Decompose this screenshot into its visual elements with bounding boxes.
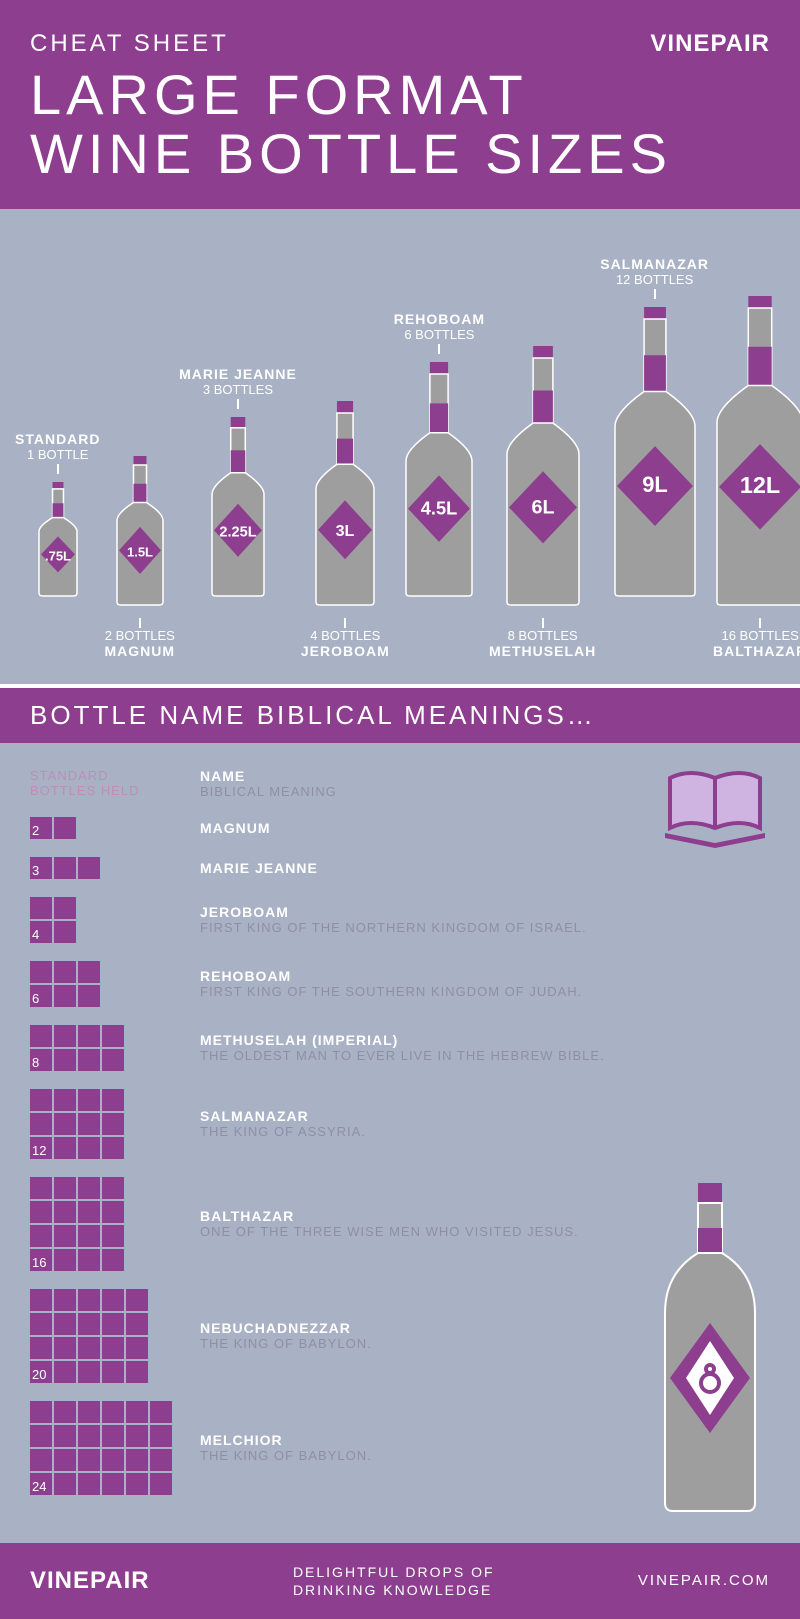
- bottle-methuselah: 6L 8 BOTTLESMETHUSELAH: [489, 346, 596, 659]
- bottle-icon: 9L: [613, 307, 697, 597]
- bottle-marie-jeanne: MARIE JEANNE3 BOTTLES 2.25L: [179, 366, 297, 659]
- meaning-text: REHOBOAM FIRST KING OF THE SOUTHERN KING…: [200, 968, 582, 999]
- header: CHEAT SHEET VINEPAIR LARGE FORMAT WINE B…: [0, 0, 800, 209]
- svg-text:6L: 6L: [531, 496, 554, 518]
- meaning-text: MARIE JEANNE: [200, 860, 318, 876]
- bottle-icon: 4.5L: [404, 362, 474, 597]
- bottle-count-grid: 24: [30, 1401, 160, 1495]
- meaning-row-rehoboam: 6 REHOBOAM FIRST KING OF THE SOUTHERN KI…: [30, 961, 770, 1007]
- svg-text:.75L: .75L: [45, 548, 71, 563]
- svg-text:1.5L: 1.5L: [127, 544, 153, 559]
- svg-text:9L: 9L: [642, 472, 667, 497]
- meaning-text: MELCHIOR THE KING OF BABYLON.: [200, 1432, 372, 1463]
- grid-number: 8: [32, 1055, 39, 1070]
- grid-number: 24: [32, 1479, 46, 1494]
- bottle-count-grid: 20: [30, 1289, 160, 1383]
- meaning-row-magnum: 2 MAGNUM: [30, 817, 770, 839]
- bottle-label-top: REHOBOAM6 BOTTLES: [394, 311, 485, 354]
- bottle-count-grid: 2: [30, 817, 160, 839]
- bottle-icon: .75L: [37, 482, 79, 597]
- bottles-chart: STANDARD1 BOTTLE .75L 1.5L 2 BOTTLESMAGN…: [0, 209, 800, 688]
- svg-text:4.5L: 4.5L: [421, 498, 457, 518]
- grid-number: 3: [32, 863, 39, 878]
- bottle-count-grid: 8: [30, 1025, 160, 1071]
- bottle-label-top: MARIE JEANNE3 BOTTLES: [179, 366, 297, 409]
- decorative-bottle-icon: [650, 1183, 770, 1513]
- meaning-text: JEROBOAM FIRST KING OF THE NORTHERN KING…: [200, 904, 587, 935]
- grid-number: 2: [32, 823, 39, 838]
- meaning-text: SALMANAZAR THE KING OF ASSYRIA.: [200, 1108, 366, 1139]
- grid-number: 4: [32, 927, 39, 942]
- meaning-row-salmanazar: 12 SALMANAZAR THE KING OF ASSYRIA.: [30, 1089, 770, 1159]
- bottle-jeroboam: 3L 4 BOTTLESJEROBOAM: [301, 401, 390, 659]
- bottle-icon: 12L: [715, 296, 800, 606]
- meanings-section: STANDARD BOTTLES HELD NAME BIBLICAL MEAN…: [0, 743, 800, 1543]
- footer-url: VINEPAIR.COM: [638, 1572, 770, 1589]
- meanings-header: STANDARD BOTTLES HELD NAME BIBLICAL MEAN…: [30, 768, 770, 799]
- book-icon: [660, 763, 770, 853]
- cheat-label: CHEAT SHEET: [30, 30, 229, 58]
- svg-text:3L: 3L: [336, 521, 355, 539]
- meaning-row-marie: 3 MARIE JEANNE: [30, 857, 770, 879]
- grid-number: 16: [32, 1255, 46, 1270]
- bottle-count-grid: 3: [30, 857, 160, 879]
- bottle-label-bottom: 8 BOTTLESMETHUSELAH: [489, 616, 596, 659]
- meaning-row-methuselah: 8 METHUSELAH (IMPERIAL) THE OLDEST MAN T…: [30, 1025, 770, 1071]
- bottle-count-grid: 12: [30, 1089, 160, 1159]
- bottle-rehoboam: REHOBOAM6 BOTTLES 4.5L: [394, 311, 485, 659]
- page-title: LARGE FORMAT WINE BOTTLE SIZES: [30, 66, 770, 184]
- meaning-text: MAGNUM: [200, 820, 271, 836]
- grid-number: 12: [32, 1143, 46, 1158]
- bottle-icon: 6L: [505, 346, 581, 606]
- grid-number: 6: [32, 991, 39, 1006]
- bottle-magnum: 1.5L 2 BOTTLESMAGNUM: [105, 456, 176, 659]
- bottle-icon: 1.5L: [115, 456, 165, 606]
- bottle-icon: 3L: [314, 401, 376, 606]
- meaning-text: BALTHAZAR ONE OF THE THREE WISE MEN WHO …: [200, 1208, 579, 1239]
- grid-number: 20: [32, 1367, 46, 1382]
- svg-text:12L: 12L: [740, 471, 780, 497]
- brand-logo: VINEPAIR: [650, 30, 770, 58]
- bottle-label-top: STANDARD1 BOTTLE: [15, 431, 101, 474]
- bottle-icon: 2.25L: [210, 417, 266, 597]
- bottle-label-top: SALMANAZAR12 BOTTLES: [600, 256, 709, 299]
- bottle-count-grid: 6: [30, 961, 160, 1007]
- footer-tagline: DELIGHTFUL DROPS OF DRINKING KNOWLEDGE: [293, 1563, 495, 1599]
- footer-brand: VINEPAIR: [30, 1567, 150, 1595]
- footer: VINEPAIR DELIGHTFUL DROPS OF DRINKING KN…: [0, 1543, 800, 1619]
- bottle-label-bottom: 4 BOTTLESJEROBOAM: [301, 616, 390, 659]
- bottle-standard: STANDARD1 BOTTLE .75L: [15, 431, 101, 659]
- bottle-label-bottom: 16 BOTTLESBALTHAZAR: [713, 616, 800, 659]
- bottle-count-grid: 16: [30, 1177, 160, 1271]
- bottle-count-grid: 4: [30, 897, 160, 943]
- svg-text:2.25L: 2.25L: [219, 524, 256, 540]
- bottle-balthazar: 12L 16 BOTTLESBALTHAZAR: [713, 296, 800, 659]
- meaning-row-jeroboam: 4 JEROBOAM FIRST KING OF THE NORTHERN KI…: [30, 897, 770, 943]
- bottle-salmanazar: SALMANAZAR12 BOTTLES 9L: [600, 256, 709, 659]
- section-title: BOTTLE NAME BIBLICAL MEANINGS…: [0, 688, 800, 743]
- meaning-text: METHUSELAH (IMPERIAL) THE OLDEST MAN TO …: [200, 1032, 605, 1063]
- bottle-label-bottom: 2 BOTTLESMAGNUM: [105, 616, 176, 659]
- meaning-text: NEBUCHADNEZZAR THE KING OF BABYLON.: [200, 1320, 372, 1351]
